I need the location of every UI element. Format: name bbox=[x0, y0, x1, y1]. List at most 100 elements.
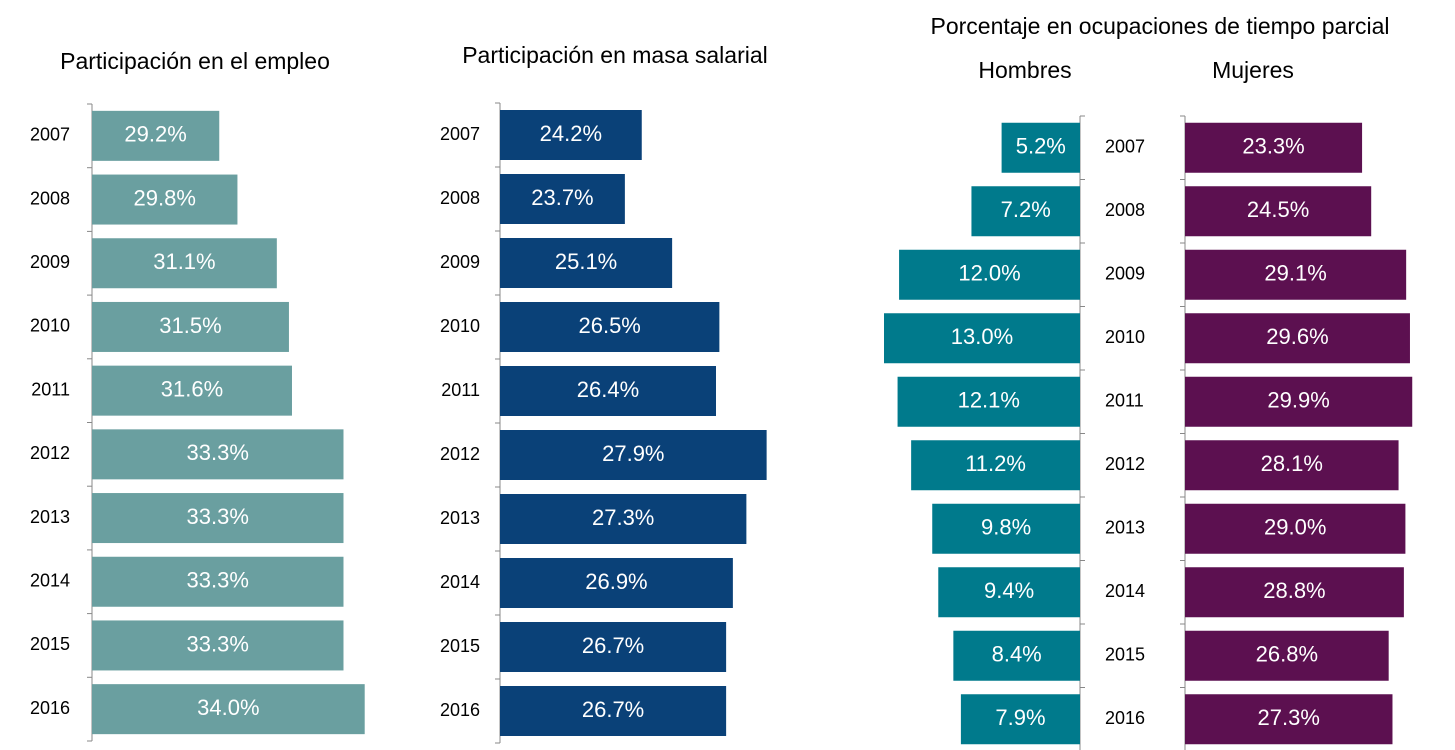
bar bbox=[500, 110, 642, 160]
bar bbox=[92, 238, 277, 289]
year-label: 2008 bbox=[440, 188, 480, 208]
bar bbox=[500, 302, 720, 352]
bar bbox=[92, 556, 344, 607]
bar bbox=[92, 174, 238, 225]
year-label: 2007 bbox=[440, 124, 480, 144]
bar bbox=[500, 174, 625, 224]
year-label: 2014 bbox=[440, 572, 480, 592]
value-label: 26.9% bbox=[585, 569, 647, 594]
value-label: 5.2% bbox=[1016, 134, 1066, 159]
bar bbox=[899, 249, 1080, 300]
bar bbox=[884, 313, 1080, 364]
value-label: 31.5% bbox=[159, 313, 221, 338]
value-label: 33.3% bbox=[187, 440, 249, 465]
value-label: 26.7% bbox=[582, 697, 644, 722]
bar bbox=[932, 503, 1080, 554]
bar bbox=[500, 430, 767, 480]
year-label: 2007 bbox=[30, 125, 70, 145]
year-label: 2009 bbox=[440, 252, 480, 272]
value-label: 31.1% bbox=[153, 249, 215, 274]
year-label: 2012 bbox=[440, 444, 480, 464]
year-label: 2014 bbox=[1105, 581, 1145, 601]
value-label: 12.1% bbox=[958, 388, 1020, 413]
year-label: 2015 bbox=[30, 634, 70, 654]
bar bbox=[897, 376, 1080, 427]
year-label: 2012 bbox=[1105, 454, 1145, 474]
bar bbox=[960, 694, 1080, 745]
bar bbox=[500, 238, 673, 288]
year-label: 2013 bbox=[1105, 518, 1145, 538]
value-label: 29.8% bbox=[134, 185, 196, 210]
bar bbox=[92, 429, 344, 480]
bar bbox=[1185, 122, 1363, 173]
value-label: 29.6% bbox=[1266, 324, 1328, 349]
value-label: 33.3% bbox=[187, 504, 249, 529]
year-label: 2010 bbox=[440, 316, 480, 336]
value-label: 9.8% bbox=[981, 515, 1031, 540]
bar bbox=[500, 686, 727, 736]
chart-title: Participación en el empleo bbox=[60, 48, 330, 74]
year-label: 2016 bbox=[30, 698, 70, 718]
year-label: 2016 bbox=[440, 700, 480, 720]
year-label: 2010 bbox=[1105, 327, 1145, 347]
bar bbox=[1185, 440, 1399, 491]
value-label: 23.7% bbox=[531, 185, 593, 210]
value-label: 26.4% bbox=[577, 377, 639, 402]
bar bbox=[1185, 249, 1407, 300]
bar bbox=[500, 558, 733, 608]
chart-title: Hombres bbox=[978, 57, 1071, 83]
value-label: 27.9% bbox=[602, 441, 664, 466]
bar bbox=[92, 620, 344, 671]
year-label: 2011 bbox=[31, 379, 70, 399]
chart-title: Mujeres bbox=[1212, 57, 1294, 83]
year-label: 2012 bbox=[30, 443, 70, 463]
year-label: 2016 bbox=[1105, 708, 1145, 728]
value-label: 29.0% bbox=[1264, 515, 1326, 540]
value-label: 26.8% bbox=[1256, 642, 1318, 667]
year-label: 2008 bbox=[1105, 200, 1145, 220]
value-label: 26.7% bbox=[582, 633, 644, 658]
bar bbox=[92, 110, 220, 161]
value-label: 34.0% bbox=[197, 695, 259, 720]
chart-title: Participación en masa salarial bbox=[462, 42, 768, 68]
value-label: 8.4% bbox=[992, 642, 1042, 667]
heading: Porcentaje en ocupaciones de tiempo parc… bbox=[930, 13, 1389, 39]
bar bbox=[1185, 567, 1404, 618]
year-label: 2010 bbox=[30, 316, 70, 336]
bar bbox=[92, 301, 289, 352]
value-label: 29.9% bbox=[1267, 388, 1329, 413]
bar bbox=[1185, 503, 1406, 554]
bar bbox=[92, 365, 292, 416]
bar bbox=[92, 493, 344, 544]
value-label: 28.8% bbox=[1263, 578, 1325, 603]
year-label: 2013 bbox=[30, 507, 70, 527]
value-label: 29.2% bbox=[124, 122, 186, 147]
value-label: 7.9% bbox=[995, 705, 1045, 730]
year-label: 2013 bbox=[440, 508, 480, 528]
bar bbox=[500, 622, 727, 672]
year-label: 2014 bbox=[30, 571, 70, 591]
value-label: 13.0% bbox=[951, 324, 1013, 349]
value-label: 27.3% bbox=[1258, 705, 1320, 730]
bar bbox=[500, 366, 716, 416]
value-label: 11.2% bbox=[965, 451, 1026, 476]
bar bbox=[1001, 122, 1080, 173]
year-label: 2008 bbox=[30, 188, 70, 208]
year-label: 2015 bbox=[440, 636, 480, 656]
year-label: 2007 bbox=[1105, 137, 1145, 157]
value-label: 9.4% bbox=[984, 578, 1034, 603]
year-label: 2011 bbox=[1105, 391, 1144, 411]
value-label: 23.3% bbox=[1242, 134, 1304, 159]
value-label: 25.1% bbox=[555, 249, 617, 274]
bar bbox=[1185, 313, 1410, 364]
value-label: 24.5% bbox=[1247, 197, 1309, 222]
year-label: 2011 bbox=[441, 380, 480, 400]
bar bbox=[1185, 694, 1393, 745]
bar bbox=[953, 630, 1080, 681]
value-label: 26.5% bbox=[578, 313, 640, 338]
bar bbox=[1185, 186, 1372, 237]
bar bbox=[500, 494, 747, 544]
value-label: 28.1% bbox=[1261, 451, 1323, 476]
bar bbox=[1185, 376, 1413, 427]
bar bbox=[971, 186, 1080, 237]
